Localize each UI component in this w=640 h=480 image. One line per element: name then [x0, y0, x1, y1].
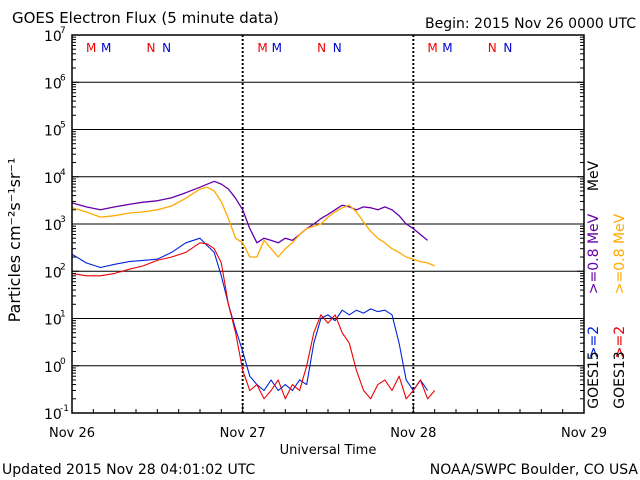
updated-label: Updated 2015 Nov 28 04:01:02 UTC: [2, 462, 255, 478]
marker-5: M: [272, 41, 282, 55]
y-tick-label: 10: [44, 76, 62, 92]
y-tick-label: 10: [44, 171, 62, 187]
x-axis-label: Universal Time: [280, 443, 377, 458]
y-tick-exponent: 4: [60, 168, 66, 178]
y-tick-label: 10: [44, 407, 62, 423]
legend-entry-0: >=0.8 MeV: [586, 213, 602, 294]
y-tick-label: 10: [44, 360, 62, 376]
marker-0: M: [86, 41, 96, 55]
y-tick-label: 10: [44, 265, 62, 281]
y-tick-exponent: 0: [60, 357, 66, 367]
legend: >=0.8 MeV >=0.8 MeV >=2 >=2 MeV GOES15 GOES13: [586, 160, 628, 408]
begin-label: Begin: 2015 Nov 26 0000 UTC: [425, 16, 636, 32]
marker-6: N: [317, 41, 326, 55]
marker-4: M: [257, 41, 267, 55]
marker-10: N: [488, 41, 497, 55]
marker-1: M: [101, 41, 111, 55]
y-tick-exponent: 6: [60, 73, 66, 83]
y-tick-exponent: 3: [60, 215, 66, 225]
marker-9: M: [442, 41, 452, 55]
y-tick-exponent: 7: [60, 26, 66, 36]
y-tick-exponent: 1: [60, 310, 66, 320]
y-tick-label: 10: [44, 29, 62, 45]
legend-mev-label: MeV: [586, 160, 602, 191]
series-line-2: [71, 237, 429, 392]
x-tick-label: Nov 28: [390, 426, 436, 441]
y-tick-label: 10: [44, 313, 62, 329]
x-axis-ticks: Nov 26 Nov 27 Nov 28 Nov 29: [49, 405, 607, 441]
legend-entry-2: >=2: [586, 326, 602, 358]
marker-7: N: [333, 41, 342, 55]
grid: [72, 35, 584, 413]
series-line-1: [71, 186, 435, 267]
legend-goes15-label: GOES15: [586, 351, 602, 408]
series-line-0: [71, 180, 429, 244]
y-tick-label: 10: [44, 218, 62, 234]
x-tick-label: Nov 29: [561, 426, 607, 441]
legend-entry-3: >=2: [612, 326, 628, 358]
y-tick-label: 10: [44, 124, 62, 140]
x-tick-label: Nov 26: [49, 426, 95, 441]
source-label: NOAA/SWPC Boulder, CO USA: [430, 462, 639, 478]
marker-8: M: [427, 41, 437, 55]
y-axis-label: Particles cm⁻²s⁻¹sr⁻¹: [5, 158, 24, 323]
marker-3: N: [162, 41, 171, 55]
series-line-3: [71, 242, 436, 400]
x-tick-label: Nov 27: [220, 426, 266, 441]
legend-entry-1: >=0.8 MeV: [612, 213, 628, 294]
marker-2: N: [146, 41, 155, 55]
series-layer: [71, 180, 436, 400]
y-tick-exponent: 5: [60, 121, 66, 131]
marker-11: N: [503, 41, 512, 55]
y-tick-exponent: -1: [60, 404, 69, 414]
y-tick-exponent: 2: [60, 262, 66, 272]
legend-goes13-label: GOES13: [612, 351, 628, 408]
chart-title: GOES Electron Flux (5 minute data): [12, 9, 279, 27]
